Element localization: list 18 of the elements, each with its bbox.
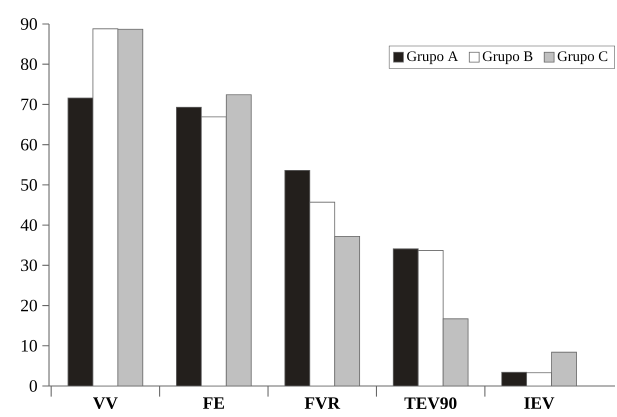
- y-tick-label: 20: [21, 300, 37, 312]
- x-tick-label: FVR: [304, 397, 340, 409]
- x-tick-label: IEV: [524, 397, 554, 409]
- legend-label: Grupo B: [482, 51, 532, 64]
- y-tick-label: 40: [20, 219, 37, 231]
- legend-label: Grupo A: [407, 51, 458, 64]
- y-tick-label: 30: [21, 259, 37, 272]
- x-tick-label: TEV90: [404, 397, 456, 410]
- y-tick-label: 80: [20, 58, 37, 70]
- y-tick-label: 90: [20, 18, 37, 30]
- x-tick-label: VV: [93, 397, 118, 409]
- x-tick-label: FE: [203, 397, 224, 409]
- y-tick-label: 0: [30, 380, 37, 392]
- y-tick-label: 10: [22, 340, 37, 352]
- y-tick-label: 70: [21, 98, 37, 110]
- legend-label: Grupo C: [558, 51, 608, 64]
- y-tick-label: 50: [21, 179, 37, 191]
- y-tick-label: 60: [21, 138, 37, 151]
